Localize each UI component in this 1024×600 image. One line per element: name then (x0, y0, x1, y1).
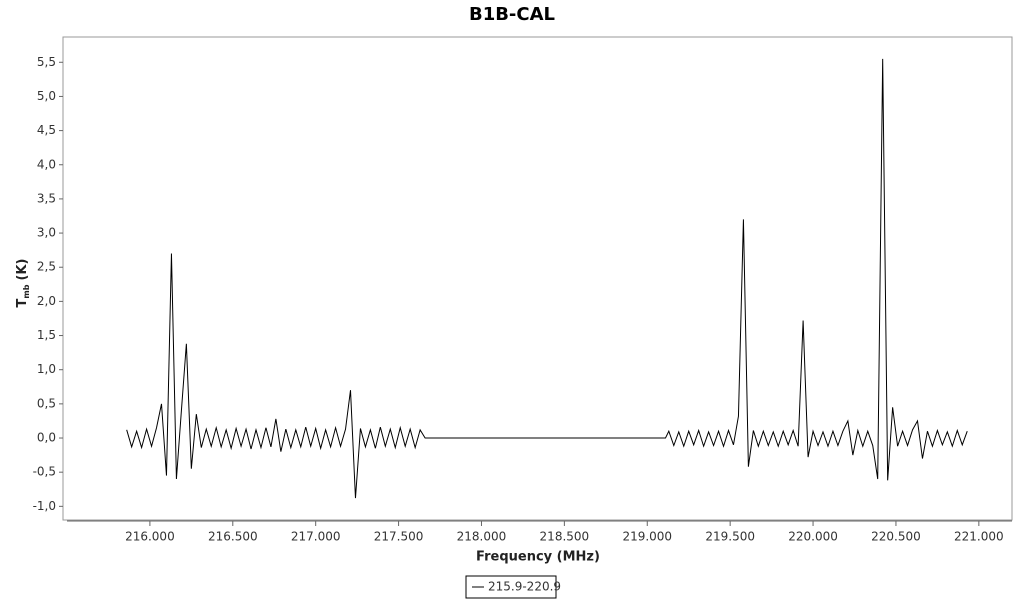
y-tick-label: 4,0 (37, 157, 56, 171)
y-axis-title-sub: mb (22, 284, 31, 298)
legend-label: 215.9-220.9 (488, 580, 561, 594)
plot-frame (62, 36, 1013, 521)
y-tick-label: 5,0 (37, 89, 56, 103)
x-tick-label: 217.500 (374, 530, 424, 544)
y-tick-label: -1,0 (33, 499, 56, 513)
y-tick-label: 2,0 (37, 294, 56, 308)
x-tick-label: 221.000 (954, 530, 1004, 544)
x-tick-label: 216.500 (208, 530, 258, 544)
x-tick-label: 216.000 (125, 530, 175, 544)
y-tick-label: 5,5 (37, 55, 56, 69)
y-tick-label: -0,5 (33, 465, 56, 479)
chart-title: B1B-CAL (469, 4, 555, 25)
y-tick-label: 4,5 (37, 123, 56, 137)
x-tick-label: 219.000 (622, 530, 672, 544)
x-tick-label: 220.500 (871, 530, 921, 544)
y-tick-label: 0,5 (37, 396, 56, 410)
y-tick-label: 1,0 (37, 362, 56, 376)
legend-box (465, 575, 557, 599)
x-tick-label: 217.000 (291, 530, 341, 544)
y-axis-title: Tmb (K) (15, 259, 31, 308)
y-tick-label: 1,5 (37, 328, 56, 342)
series-line (126, 58, 968, 499)
y-tick-label: 2,5 (37, 260, 56, 274)
y-tick-label: 3,0 (37, 226, 56, 240)
x-tick-label: 220.000 (788, 530, 838, 544)
x-tick-label: 219.500 (705, 530, 755, 544)
x-tick-label: 218.500 (540, 530, 590, 544)
x-tick-label: 218.000 (457, 530, 507, 544)
y-tick-label: 3,5 (37, 191, 56, 205)
y-axis-title-main: T (15, 298, 30, 307)
x-axis-title: Frequency (MHz) (476, 550, 600, 565)
y-axis-title-unit: (K) (15, 259, 30, 281)
y-tick-label: 0,0 (37, 431, 56, 445)
